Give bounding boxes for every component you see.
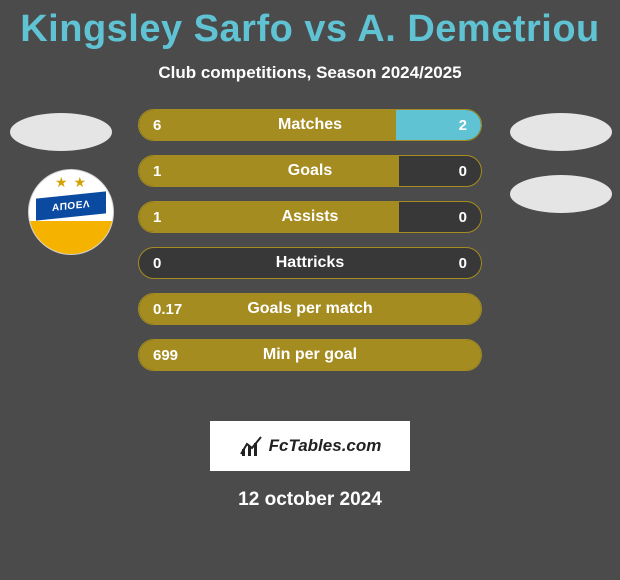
club-badge-stars: ★ ★	[55, 174, 87, 191]
page-title: Kingsley Sarfo vs A. Demetriou	[0, 0, 620, 51]
stat-row: 62Matches	[138, 109, 482, 141]
stat-fill-left	[139, 110, 396, 140]
stat-value-right: 0	[445, 156, 481, 186]
stat-fill-left	[139, 202, 399, 232]
club-badge-text: ΑΠΟΕΛ	[36, 191, 106, 220]
stat-row: 0.17Goals per match	[138, 293, 482, 325]
fctables-logo: FcTables.com	[210, 421, 410, 471]
stat-fill-left	[139, 156, 399, 186]
subtitle: Club competitions, Season 2024/2025	[0, 63, 620, 83]
stat-row: 0 0Hattricks	[138, 247, 482, 279]
stat-label: Hattricks	[139, 248, 481, 278]
stat-row: 10Assists	[138, 201, 482, 233]
stat-value-left: 699	[139, 340, 192, 370]
chart-icon	[239, 434, 263, 458]
stat-value-left: 0	[139, 248, 175, 278]
fctables-logo-text: FcTables.com	[269, 436, 382, 456]
stat-value-right: 0	[445, 248, 481, 278]
stat-value-left: 1	[139, 156, 175, 186]
club-badge: ★ ★ ΑΠΟΕΛ	[28, 169, 114, 255]
stat-value-right: 0	[445, 202, 481, 232]
player-right-avatar-1	[510, 113, 612, 151]
player-left-avatar	[10, 113, 112, 151]
stat-row: 10Goals	[138, 155, 482, 187]
stat-bars: 62Matches10Goals10Assists00Hattricks0.17…	[138, 109, 482, 385]
comparison-arena: ★ ★ ΑΠΟΕΛ 62Matches10Goals10Assists00Hat…	[0, 109, 620, 409]
stat-value-left: 0.17	[139, 294, 196, 324]
stat-value-left: 6	[139, 110, 175, 140]
player-right-avatar-2	[510, 175, 612, 213]
date-label: 12 october 2024	[0, 489, 620, 511]
stat-row: 699Min per goal	[138, 339, 482, 371]
club-badge-lower	[29, 221, 113, 254]
stat-value-right: 2	[445, 110, 481, 140]
stat-value-left: 1	[139, 202, 175, 232]
